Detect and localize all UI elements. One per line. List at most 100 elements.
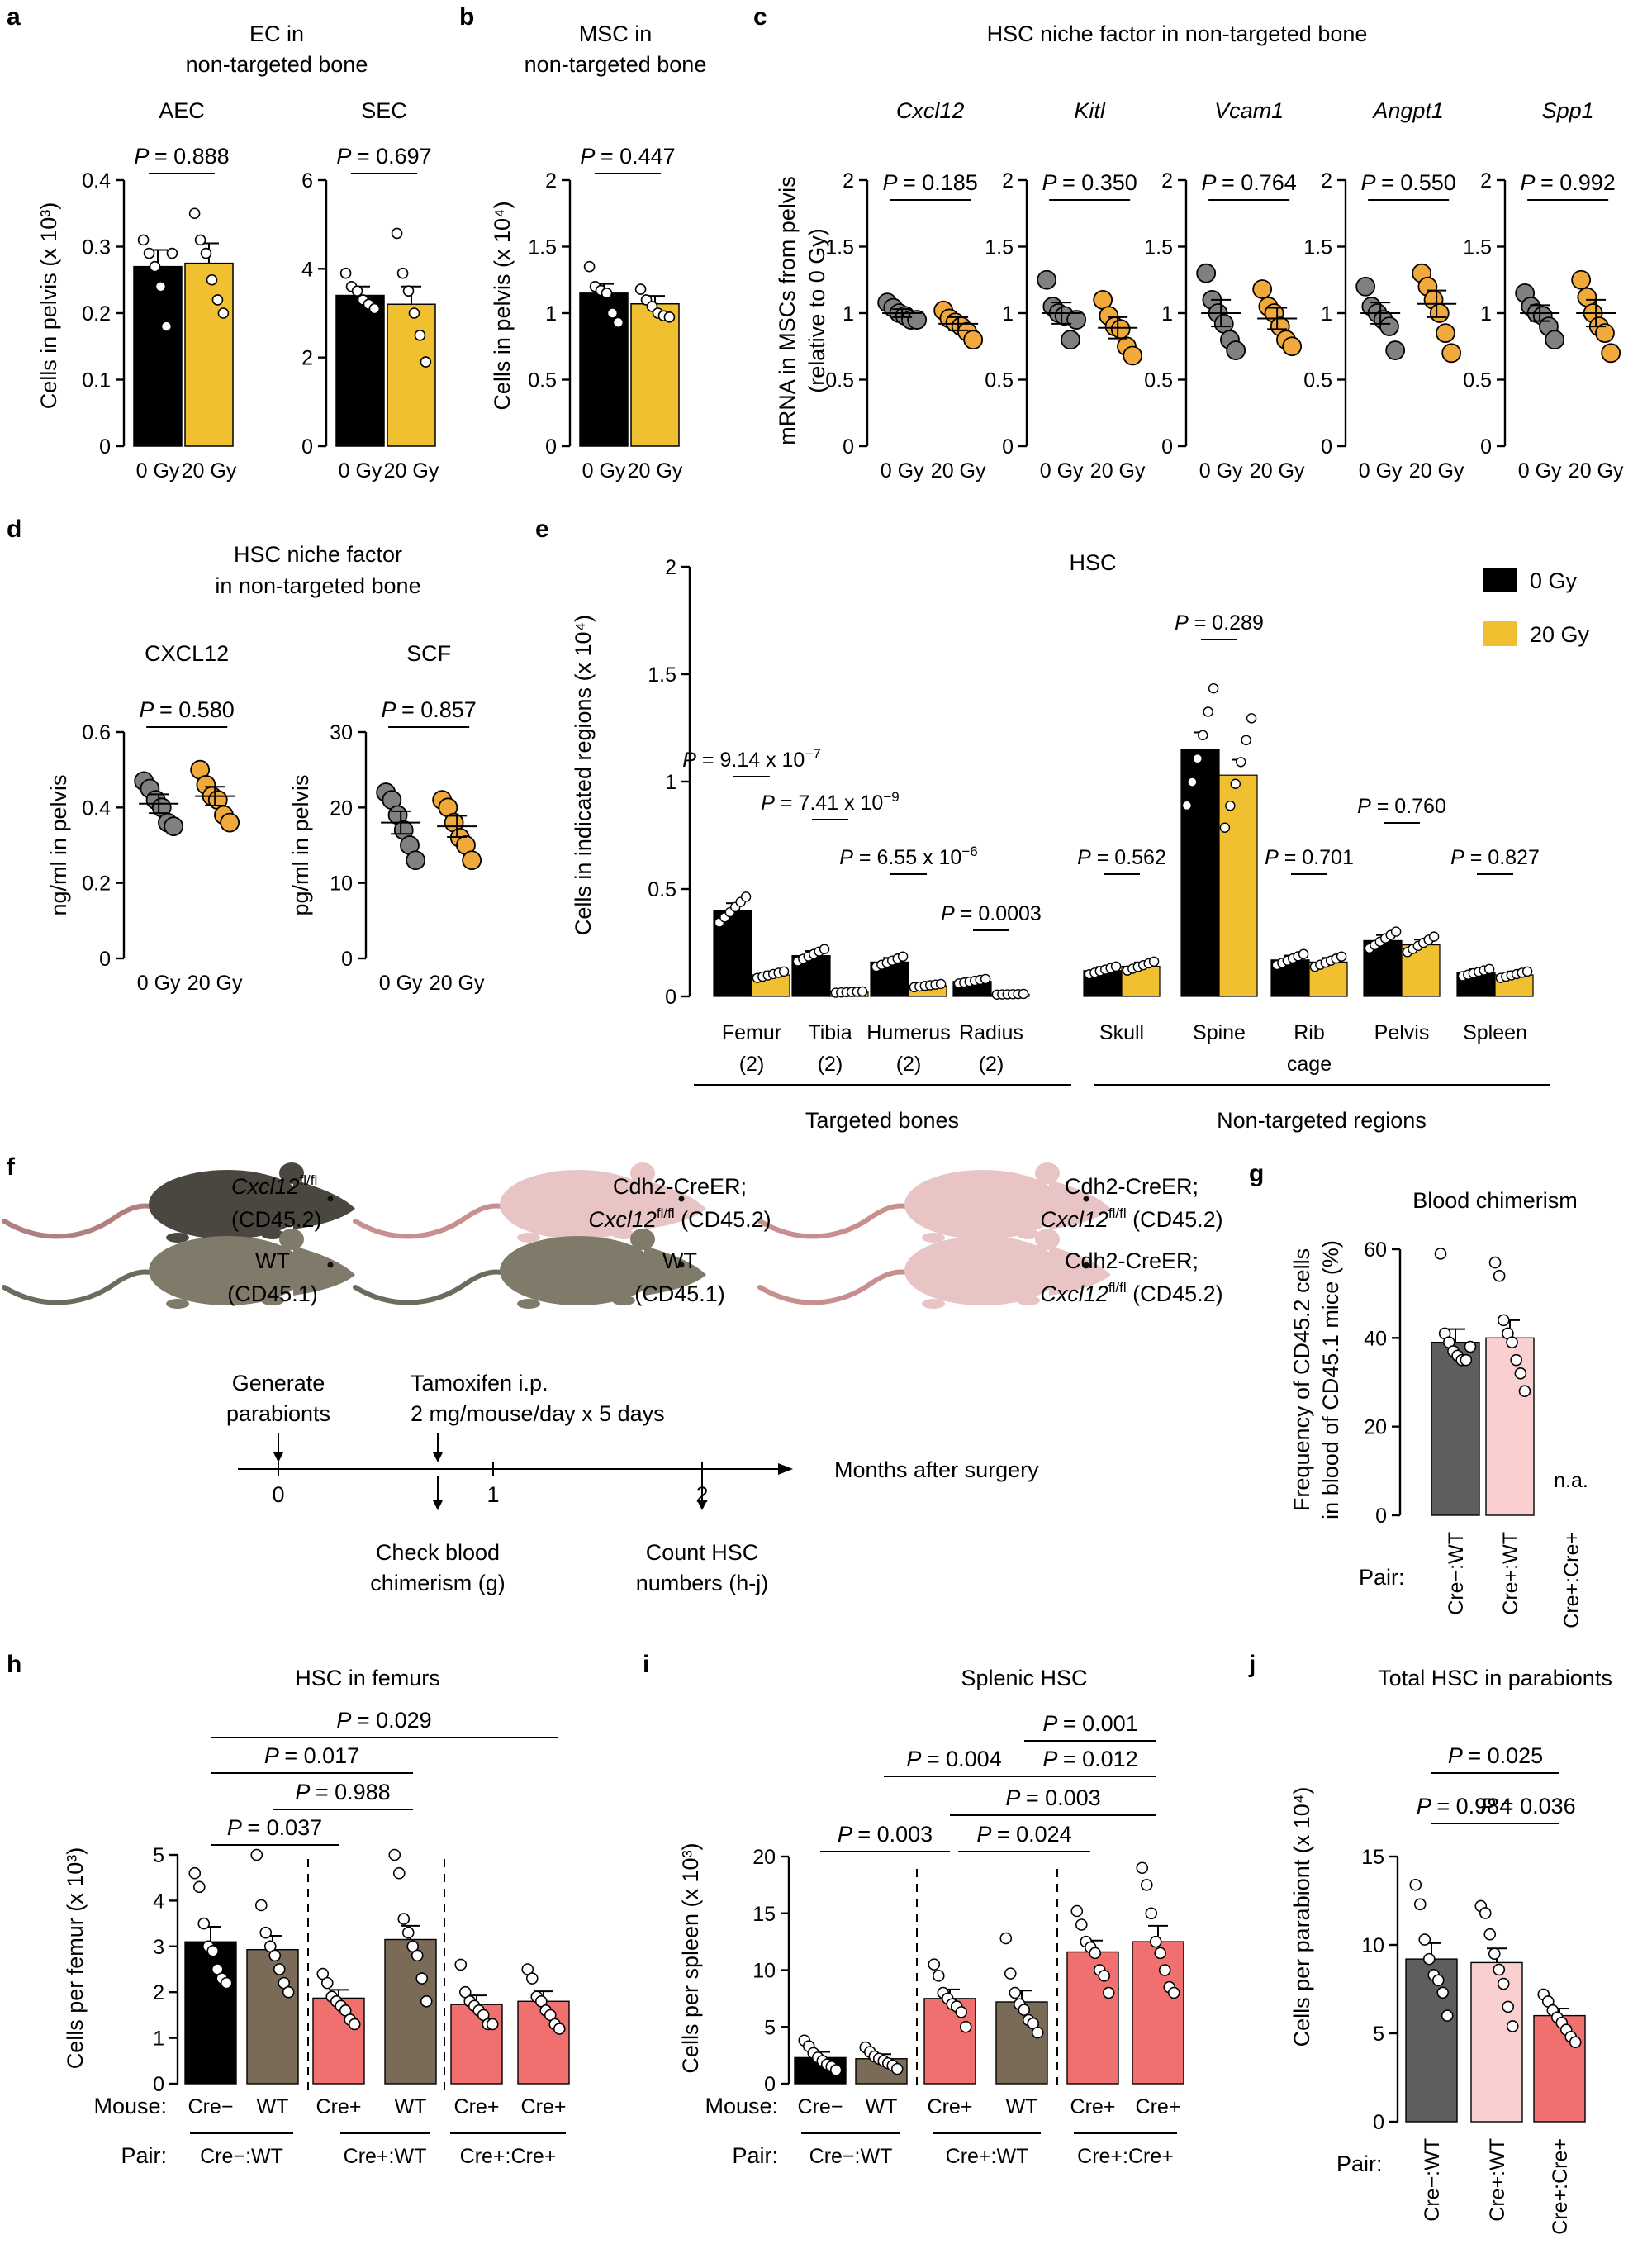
legend-label-20gy: 20 Gy [1530,622,1590,647]
data-point [402,285,415,297]
y-tick-label: 1.5 [825,236,854,259]
pair-label: Cre+:Cre+ [1077,2145,1174,2168]
data-point [408,307,420,319]
data-point [1595,323,1615,344]
data-point [1441,343,1462,364]
x-tick-label: 20 Gy [188,972,243,995]
panel-a-sec-chart: SEC 0 2 4 6 0 Gy 20 Gy P = 0.697 [301,98,439,483]
data-point [206,273,218,286]
data-point [1483,963,1495,975]
data-point [1230,778,1241,789]
y-tick-label: 1 [1480,302,1492,326]
data-point [250,1848,263,1861]
x-tick-label: 20 Gy [931,459,986,483]
p-value-label: P = 0.827 [1450,846,1540,869]
data-point [200,247,212,259]
panel-label-b: b [459,3,474,31]
bar-20Gy [630,302,680,447]
data-point [1219,822,1231,833]
pair-label: Cre+:WT [344,2145,427,2168]
data-point [1510,1353,1523,1367]
data-point [1136,1861,1149,1875]
data-point [1464,1340,1477,1353]
y-tick-label: 10 [330,872,353,896]
data-point [1075,1918,1088,1931]
data-point [1037,269,1057,290]
p-value-label: P = 0.025 [1448,1743,1543,1768]
y-tick-label: 2 [843,169,854,193]
p-value-label: P = 0.289 [1175,611,1264,635]
event-count-line2: numbers (h-j) [636,1571,769,1595]
chart-subtitle: Cxcl12 [896,98,965,123]
p-value-label: P = 7.41 x 10−9 [761,789,899,815]
p-value-label: P = 0.992 [1520,170,1615,195]
y-tick-label: 0.5 [1303,369,1332,392]
chart-subtitle: SCF [406,641,451,666]
event-tamoxifen-line1: Tamoxifen i.p. [411,1371,548,1395]
p-value-label: P = 0.764 [1201,170,1296,195]
panel-a-ylabel: Cells in pelvis (x 10³) [36,202,61,410]
data-point [206,1945,220,1957]
data-point [907,310,928,330]
pair-label: Cre−:WT [809,2145,893,2168]
data-point [1497,1977,1510,1990]
data-point [282,1985,295,1999]
x-tick-label: 0 Gy [137,972,181,995]
x-tick-label: Spine [1193,1021,1246,1044]
timeline-tick-label-0: 0 [272,1482,284,1507]
y-tick-label: 0 [764,2073,776,2096]
data-point [980,973,991,985]
data-point [1390,926,1402,937]
data-point [1192,753,1203,764]
x-tick-label: 20 Gy [1090,459,1146,483]
data-point [143,247,155,259]
y-tick-label: 10 [752,1960,776,1983]
panel-i-pair-label: Pair: [732,2143,778,2168]
x-tick-label: Cre−:WT [1445,1532,1468,1615]
timeline-tick-label-1: 1 [487,1482,499,1507]
data-point [778,966,790,977]
data-point [955,2006,968,2018]
panel-e-chart: 0 0.5 1 1.5 2 Femur (2) P = 9.14 x 10−7 Tibia (2)… [648,556,1540,1076]
event-chimerism-line1: Check blood [376,1540,500,1565]
data-point [1413,1898,1427,1911]
data-point [1089,1947,1102,1960]
panel-a-title-line2: non-targeted bone [186,52,368,77]
data-point [1246,713,1257,724]
x-tick-label: Cre+ [454,2095,500,2118]
y-tick-label: 0 [341,948,353,971]
panel-b: MSC in non-targeted bone Cells in pelvis… [490,21,706,483]
p-value-label: P = 0.003 [1005,1785,1100,1810]
pair1-top-genotype: Cxcl12fl/fl [231,1172,317,1199]
y-tick-label: 0 [665,986,676,1009]
p-value-label: P = 0.004 [906,1747,1001,1771]
x-tick-label: 0 Gy [379,972,423,995]
panel-h-ylabel: Cells per femur (x 10³) [63,1847,88,2070]
p-value-label: P = 0.350 [1042,170,1137,195]
pair2-bottom-line2: (CD45.1) [634,1281,725,1306]
y-tick-label: 0.1 [82,369,111,392]
p-value-label: P = 0.036 [1480,1794,1575,1818]
data-point [663,311,676,323]
data-point [1506,1336,1518,1348]
panel-j-ylabel: Cells per parabiont (x 10⁴) [1289,1787,1314,2047]
x-tick-sublabel: cage [1287,1053,1332,1076]
panel-b-ylabel: Cells in pelvis (x 10⁴) [490,201,515,410]
panel-c-ylabel-line2: (relative to 0 Gy) [805,228,829,393]
data-point [963,330,984,350]
data-point [420,356,432,368]
pair3-top-line1: Cdh2-CreER; [1065,1174,1199,1199]
data-point [1066,310,1087,330]
data-point [259,1926,273,1939]
y-tick-label: 0 [1002,435,1014,459]
data-point [1203,706,1213,717]
y-tick-label: 20 [330,796,353,820]
panel-g-chart: 0 20 40 60 Cre−:WT Cre+:WT Cre+:Cre+ n.a. [1364,1238,1588,1628]
panel-label-f: f [7,1153,16,1181]
data-point [164,816,184,837]
data-point [1070,1904,1084,1918]
bar-spine-0gy [1180,749,1220,997]
data-point [1601,343,1621,364]
data-point [415,1972,429,1985]
data-point [351,285,363,297]
